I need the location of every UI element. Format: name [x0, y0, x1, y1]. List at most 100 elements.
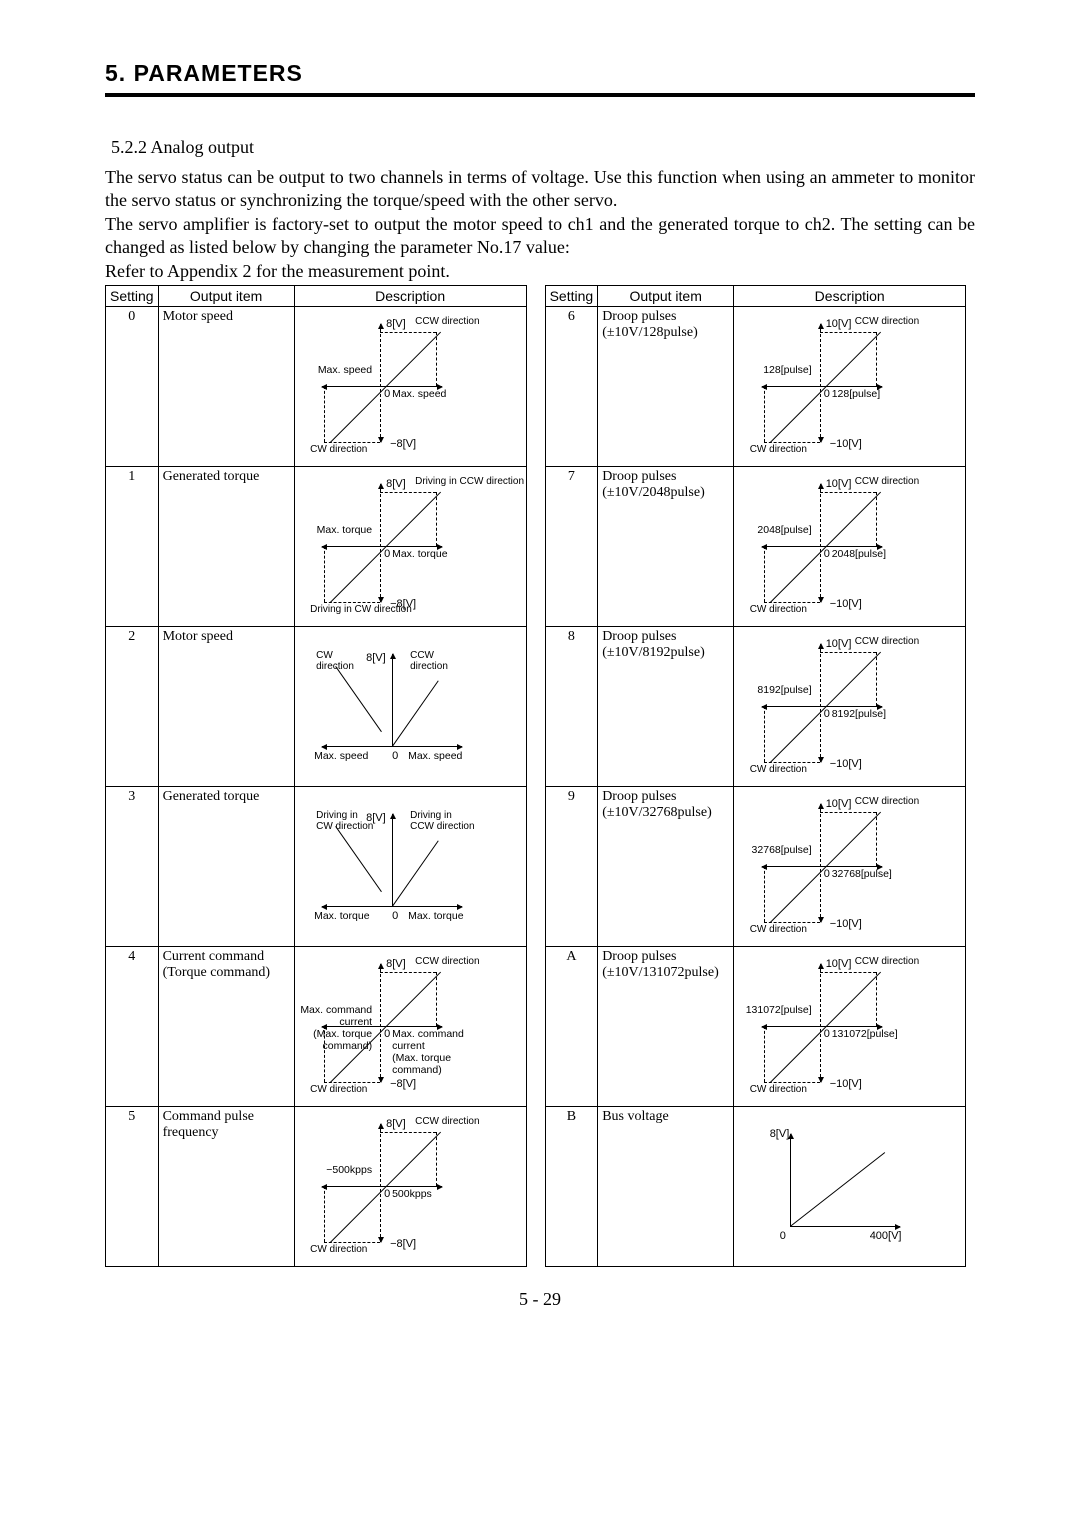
- cell-setting: 3: [106, 786, 159, 946]
- lbl-bot-v: −8[V]: [390, 1078, 416, 1090]
- lbl-bot-dir: Driving in CW direction: [310, 604, 412, 615]
- cell-description: 10[V] CCW direction −10[V] CW direction …: [734, 626, 966, 786]
- cell-description: 10[V] CCW direction −10[V] CW direction …: [734, 466, 966, 626]
- cell-description: 8[V] CCW direction −8[V] CW direction Ma…: [294, 306, 526, 466]
- diagram-bipolar: 10[V] CCW direction −10[V] CW direction …: [750, 956, 950, 1096]
- table-row: 3 Generated torque 8[V] Driving inCW dir…: [106, 786, 527, 946]
- lbl-top-dir: CCW direction: [415, 1116, 479, 1127]
- lbl-top-v: 8[V]: [386, 1118, 406, 1130]
- lbl-origin: 0: [384, 1188, 390, 1200]
- table-row: B Bus voltage 8[V] 400[V] 0: [545, 1106, 966, 1266]
- lbl-origin: 0: [824, 708, 830, 720]
- cell-description: 8[V] Driving in CCW direction −8[V] Driv…: [294, 466, 526, 626]
- lbl-x-pos: Max. speed: [392, 388, 446, 400]
- lbl-x-pos: 400[V]: [870, 1230, 902, 1242]
- page-number: 5 - 29: [105, 1289, 975, 1310]
- lbl-top-dir: CCW direction: [855, 476, 919, 487]
- cell-description: 8[V] CCW direction −8[V] CW direction Ma…: [294, 946, 526, 1106]
- cell-output-item: Droop pulses(±10V/131072pulse): [598, 946, 734, 1106]
- lbl-top-v: 10[V]: [826, 318, 852, 330]
- lbl-top-dir: CCW direction: [855, 956, 919, 967]
- cell-description: 8[V] 400[V] 0: [734, 1106, 966, 1266]
- lbl-x-neg: −500kpps: [326, 1164, 372, 1176]
- cell-description: 8[V] CCW direction −8[V] CW direction −5…: [294, 1106, 526, 1266]
- lbl-top-v: 8[V]: [386, 318, 406, 330]
- lbl-bot-dir: CW direction: [310, 1084, 367, 1095]
- lbl-top-v: 10[V]: [826, 638, 852, 650]
- cell-output-item: Droop pulses(±10V/2048pulse): [598, 466, 734, 626]
- lbl-x-neg: Max. speed: [314, 750, 368, 762]
- table-row: 9 Droop pulses(±10V/32768pulse) 10[V] CC…: [545, 786, 966, 946]
- section-title: 5.2.2 Analog output: [111, 137, 975, 158]
- diagram-bipolar: 8[V] CCW direction −8[V] CW direction Ma…: [310, 316, 510, 456]
- diagram-absval: 8[V] Driving inCW direction Driving inCC…: [310, 796, 510, 936]
- cell-setting: 6: [545, 306, 598, 466]
- cell-setting: A: [545, 946, 598, 1106]
- lbl-top-dir: Driving in CCW direction: [415, 476, 524, 487]
- lbl-bot-v: −10[V]: [830, 438, 862, 450]
- lbl-top-dir: CCW direction: [415, 956, 479, 967]
- paragraph: The servo amplifier is factory-set to ou…: [105, 213, 975, 258]
- cell-output-item: Generated torque: [158, 786, 294, 946]
- table-row: 1 Generated torque 8[V] Driving in CCW d…: [106, 466, 527, 626]
- lbl-left-dir: CWdirection: [316, 650, 354, 672]
- lbl-origin: 0: [780, 1230, 786, 1242]
- lbl-top-dir: CCW direction: [415, 316, 479, 327]
- diagram-absval: 8[V] CWdirection CCWdirection Max. speed…: [310, 636, 510, 776]
- lbl-x-neg: Max. torque: [314, 910, 369, 922]
- lbl-origin: 0: [384, 388, 390, 400]
- table-row: 2 Motor speed 8[V] CWdirection CCWdirect…: [106, 626, 527, 786]
- lbl-top-v: 10[V]: [826, 958, 852, 970]
- lbl-top-v: 8[V]: [366, 652, 386, 664]
- lbl-top-dir: CCW direction: [855, 316, 919, 327]
- cell-description: 10[V] CCW direction −10[V] CW direction …: [734, 946, 966, 1106]
- lbl-x-pos: Max. speed: [408, 750, 462, 762]
- lbl-bot-dir: CW direction: [310, 1244, 367, 1255]
- lbl-x-neg: Max. torque: [317, 524, 372, 536]
- diagram-bipolar: 8[V] Driving in CCW direction −8[V] Driv…: [310, 476, 510, 616]
- diagram-bipolar: 8[V] CCW direction −8[V] CW direction Ma…: [310, 956, 510, 1096]
- lbl-origin: 0: [824, 1028, 830, 1040]
- lbl-top-v: 8[V]: [770, 1128, 790, 1140]
- analog-output-table-right: Setting Output item Description 6 Droop …: [545, 285, 967, 1267]
- lbl-bot-dir: CW direction: [750, 604, 807, 615]
- lbl-bot-v: −10[V]: [830, 918, 862, 930]
- lbl-origin: 0: [824, 868, 830, 880]
- table-row: A Droop pulses(±10V/131072pulse) 10[V] C…: [545, 946, 966, 1106]
- cell-description: 10[V] CCW direction −10[V] CW direction …: [734, 306, 966, 466]
- lbl-bot-v: −10[V]: [830, 598, 862, 610]
- lbl-x-neg: Max. speed: [318, 364, 372, 376]
- lbl-top-v: 10[V]: [826, 798, 852, 810]
- header-setting: Setting: [106, 285, 159, 306]
- table-row: 5 Command pulsefrequency 8[V] CCW direct…: [106, 1106, 527, 1266]
- cell-setting: 4: [106, 946, 159, 1106]
- cell-setting: 1: [106, 466, 159, 626]
- lbl-top-v: 10[V]: [826, 478, 852, 490]
- lbl-x-neg: 8192[pulse]: [757, 684, 811, 696]
- cell-setting: 8: [545, 626, 598, 786]
- cell-output-item: Bus voltage: [598, 1106, 734, 1266]
- lbl-top-dir: CCW direction: [855, 636, 919, 647]
- cell-setting: 7: [545, 466, 598, 626]
- diagram-bipolar: 8[V] CCW direction −8[V] CW direction −5…: [310, 1116, 510, 1256]
- cell-output-item: Current command(Torque command): [158, 946, 294, 1106]
- lbl-left-dir: Driving inCW direction: [316, 810, 373, 832]
- diagram-bipolar: 10[V] CCW direction −10[V] CW direction …: [750, 796, 950, 936]
- analog-output-table-left: Setting Output item Description 0 Motor …: [105, 285, 527, 1267]
- lbl-x-neg: 131072[pulse]: [746, 1004, 812, 1016]
- table-row: 7 Droop pulses(±10V/2048pulse) 10[V] CCW…: [545, 466, 966, 626]
- cell-output-item: Generated torque: [158, 466, 294, 626]
- lbl-bot-dir: CW direction: [750, 764, 807, 775]
- cell-description: 8[V] CWdirection CCWdirection Max. speed…: [294, 626, 526, 786]
- lbl-right-dir: CCWdirection: [410, 650, 448, 672]
- cell-output-item: Droop pulses(±10V/8192pulse): [598, 626, 734, 786]
- diagram-bipolar: 10[V] CCW direction −10[V] CW direction …: [750, 636, 950, 776]
- cell-output-item: Command pulsefrequency: [158, 1106, 294, 1266]
- lbl-x-pos: 128[pulse]: [832, 388, 880, 400]
- cell-setting: 2: [106, 626, 159, 786]
- lbl-x-pos: Max. commandcurrent(Max. torquecommand): [392, 1028, 464, 1076]
- lbl-x-pos: 32768[pulse]: [832, 868, 892, 880]
- lbl-x-neg: Max. commandcurrent(Max. torquecommand): [300, 1004, 372, 1052]
- header-description: Description: [734, 285, 966, 306]
- cell-output-item: Droop pulses(±10V/128pulse): [598, 306, 734, 466]
